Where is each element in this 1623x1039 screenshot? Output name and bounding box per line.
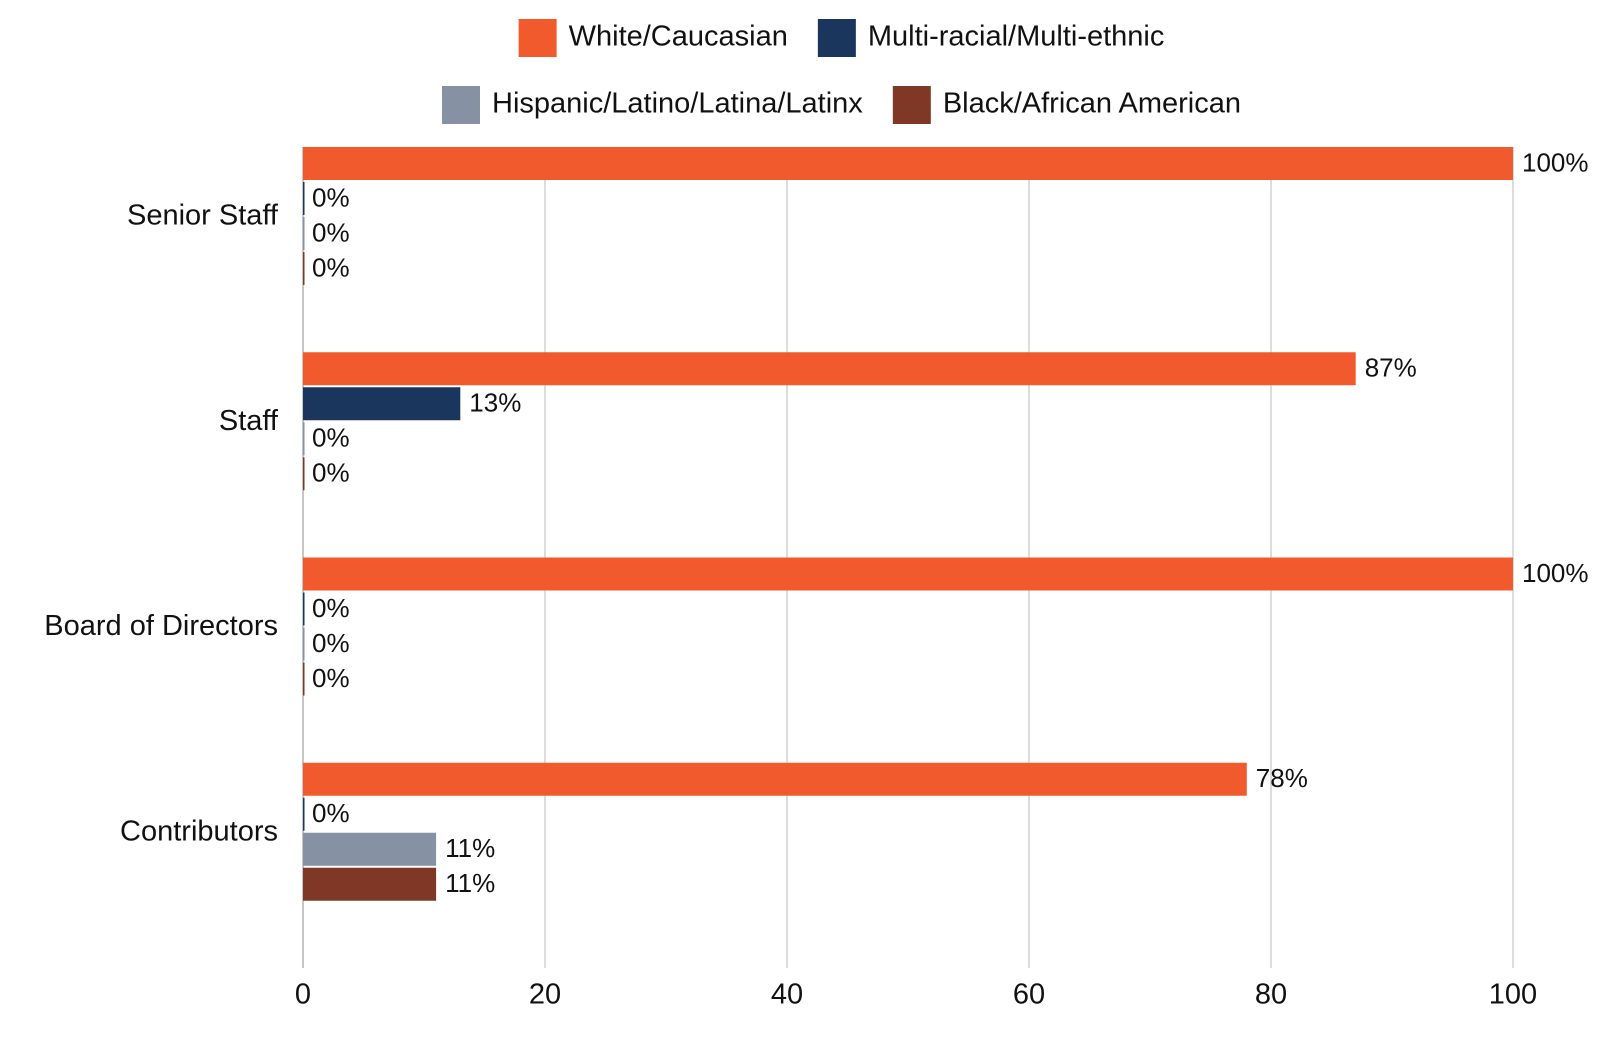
value-label: 0% [312, 593, 350, 623]
bar [303, 182, 305, 215]
bar [303, 797, 305, 831]
x-tick-label: 60 [1013, 979, 1045, 1011]
value-label: 0% [312, 423, 350, 453]
value-label: 0% [312, 628, 350, 658]
legend-swatch [892, 86, 931, 124]
x-tick-label: 20 [529, 979, 561, 1011]
value-label: 0% [312, 798, 350, 828]
x-tick-label: 0 [295, 979, 311, 1011]
bar [303, 252, 305, 285]
legend-swatch [817, 19, 856, 57]
bar [303, 627, 305, 661]
value-label: 87% [1365, 353, 1417, 383]
y-tick-label: Senior Staff [127, 200, 279, 232]
value-label: 0% [312, 663, 350, 693]
x-tick-label: 40 [771, 979, 803, 1011]
legend-label: White/Caucasian [569, 21, 788, 53]
bar [303, 592, 305, 626]
bar [303, 217, 305, 250]
bar [303, 762, 1247, 796]
legend-label: Black/African American [943, 88, 1241, 120]
bar [303, 867, 437, 901]
legend-swatch [442, 86, 481, 124]
bar [303, 387, 461, 421]
value-label: 100% [1522, 558, 1589, 588]
bar [303, 557, 1513, 591]
value-label: 13% [469, 388, 521, 418]
x-tick-label: 80 [1255, 979, 1287, 1011]
value-label: 0% [312, 182, 350, 212]
value-label: 100% [1522, 147, 1589, 177]
bar [303, 422, 305, 456]
bar [303, 832, 437, 866]
bar [303, 147, 1513, 180]
value-label: 11% [445, 868, 495, 898]
y-tick-label: Contributors [120, 815, 278, 847]
x-tick-label: 100 [1489, 979, 1537, 1011]
value-label: 78% [1256, 763, 1308, 793]
value-label: 0% [312, 252, 350, 282]
value-label: 0% [312, 217, 350, 247]
bar [303, 662, 305, 696]
legend-label: Hispanic/Latino/Latina/Latinx [492, 88, 863, 120]
y-tick-label: Staff [219, 405, 279, 437]
bar [303, 457, 305, 491]
legend-label: Multi-racial/Multi-ethnic [868, 21, 1165, 53]
value-label: 0% [312, 458, 350, 488]
y-tick-label: Board of Directors [44, 610, 278, 642]
legend-swatch [518, 19, 557, 57]
bar [303, 352, 1356, 386]
value-label: 11% [445, 833, 495, 863]
